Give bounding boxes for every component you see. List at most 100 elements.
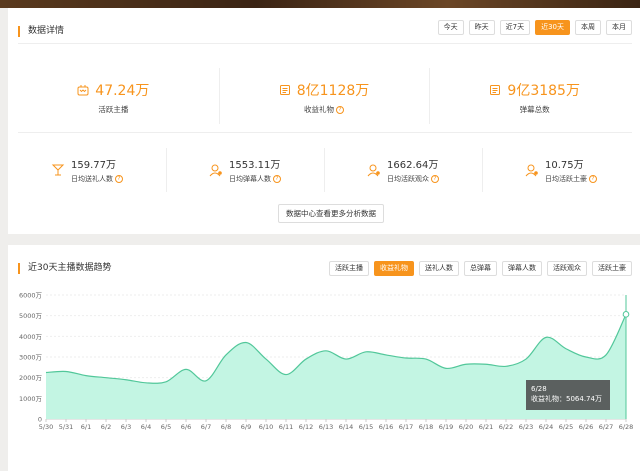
anchor-icon	[77, 85, 89, 96]
divider	[18, 132, 632, 133]
stat-label: 日均弹幕人数?	[229, 174, 281, 184]
stat-value: 9亿3185万	[507, 83, 580, 99]
x-tick-label: 6/15	[359, 423, 374, 431]
stat-label: 日均送礼人数?	[71, 174, 123, 184]
x-tick-label: 6/16	[379, 423, 394, 431]
help-icon[interactable]: ?	[336, 106, 344, 114]
stat-value: 8亿1128万	[296, 83, 370, 99]
series-area	[46, 314, 626, 419]
stat-gift-income: 8亿1128万 收益礼物?	[218, 68, 430, 132]
x-tick-label: 6/17	[399, 423, 414, 431]
x-tick-label: 6/28	[619, 423, 634, 431]
tab-gifters[interactable]: 送礼人数	[419, 261, 459, 276]
section-title-details: 数据详情	[18, 26, 64, 37]
x-tick-label: 5/30	[39, 423, 54, 431]
tab-active-viewers[interactable]: 活跃观众	[547, 261, 587, 276]
stat-label: 日均活跃土豪?	[545, 174, 597, 184]
user-barrage-icon	[209, 164, 222, 177]
stat-value: 10.75万	[545, 160, 584, 171]
tab-active-rich[interactable]: 活跃土豪	[592, 261, 632, 276]
stat-value: 1553.11万	[229, 160, 281, 171]
stat-label: 收益礼物?	[219, 104, 430, 115]
stat-label: 日均活跃观众?	[387, 174, 439, 184]
x-tick-label: 6/20	[459, 423, 474, 431]
y-tick-label: 0	[38, 416, 42, 424]
section-title-trend: 近30天主播数据趋势	[18, 263, 111, 274]
tab-this-month[interactable]: 本月	[606, 20, 632, 35]
x-tick-label: 6/10	[259, 423, 274, 431]
stat-label: 活跃主播	[98, 105, 129, 114]
stat-label-text: 日均送礼人数	[71, 175, 113, 183]
x-tick-label: 6/25	[559, 423, 574, 431]
help-icon[interactable]: ?	[115, 175, 123, 183]
tab-total-barrage[interactable]: 总弹幕	[464, 261, 497, 276]
x-tick-label: 6/22	[499, 423, 514, 431]
x-tick-label: 6/4	[141, 423, 151, 431]
data-point	[622, 311, 630, 318]
tab-barragers[interactable]: 弹幕人数	[502, 261, 542, 276]
stat-value: 47.24万	[95, 83, 150, 99]
stat-value: 159.77万	[71, 160, 116, 171]
x-tick-label: 6/24	[539, 423, 554, 431]
tab-today[interactable]: 今天	[437, 20, 464, 35]
stat-label: 弹幕总数	[519, 105, 550, 114]
y-tick-label: 5000万	[19, 312, 43, 320]
x-tick-label: 6/8	[221, 423, 231, 431]
small-stats-row: 159.77万 日均送礼人数? 1553.11万 日均弹幕人数? 1662.64…	[8, 148, 640, 192]
y-tick-label: 1000万	[19, 395, 43, 403]
help-icon[interactable]: ?	[589, 175, 597, 183]
x-tick-label: 6/6	[181, 423, 191, 431]
x-tick-label: 6/9	[241, 423, 251, 431]
x-tick-label: 6/11	[279, 423, 294, 431]
y-tick-label: 2000万	[19, 374, 43, 382]
divider	[18, 43, 632, 44]
user-active-icon	[367, 164, 380, 177]
x-tick-label: 6/2	[101, 423, 111, 431]
x-tick-label: 6/19	[439, 423, 454, 431]
stat-label-text: 日均活跃观众	[387, 175, 429, 183]
stat-label-text: 日均活跃土豪	[545, 175, 587, 183]
tab-30days[interactable]: 近30天	[535, 20, 570, 35]
tooltip-value: 收益礼物：5064.74万	[531, 395, 602, 403]
tab-this-week[interactable]: 本周	[575, 20, 601, 35]
stat-daily-barragers: 1553.11万 日均弹幕人数?	[166, 148, 324, 192]
stat-daily-active-viewers: 1662.64万 日均活跃观众?	[324, 148, 482, 192]
tab-7days[interactable]: 近7天	[499, 20, 531, 35]
stat-daily-gifters: 159.77万 日均送礼人数?	[8, 148, 166, 192]
gift-ledger-icon	[279, 85, 290, 95]
x-tick-label: 6/1	[81, 423, 91, 431]
big-stats-row: 47.24万 活跃主播 8亿1128万 收益礼物? 9亿3185万	[8, 68, 640, 132]
barrage-ledger-icon	[490, 85, 501, 95]
y-tick-label: 6000万	[19, 292, 43, 300]
x-tick-label: 6/5	[161, 423, 171, 431]
user-rich-icon	[525, 164, 538, 177]
metric-tabs: 活跃主播 收益礼物 送礼人数 总弹幕 弹幕人数 活跃观众 活跃土豪	[329, 261, 632, 276]
y-tick-label: 3000万	[19, 354, 43, 362]
x-tick-label: 6/3	[121, 423, 131, 431]
help-icon[interactable]: ?	[273, 175, 281, 183]
top-decor-strip	[0, 0, 640, 8]
help-icon[interactable]: ?	[431, 175, 439, 183]
stat-label-text: 收益礼物	[304, 105, 334, 114]
stat-barrage-total: 9亿3185万 弹幕总数	[429, 68, 640, 132]
tab-gift-income[interactable]: 收益礼物	[374, 261, 414, 276]
x-tick-label: 5/31	[59, 423, 74, 431]
stat-value: 1662.64万	[387, 160, 439, 171]
tooltip-date: 6/28	[531, 385, 547, 393]
stat-active-anchors: 47.24万 活跃主播	[8, 68, 219, 132]
series-line	[45, 314, 627, 384]
data-center-button[interactable]: 数据中心查看更多分析数据	[278, 204, 384, 223]
x-tick-label: 6/21	[479, 423, 494, 431]
x-tick-label: 6/13	[319, 423, 334, 431]
stat-label-text: 日均弹幕人数	[229, 175, 271, 183]
x-tick-label: 6/26	[579, 423, 594, 431]
stat-daily-active-rich: 10.75万 日均活跃土豪?	[482, 148, 640, 192]
x-tick-label: 6/18	[419, 423, 434, 431]
x-tick-label: 6/12	[299, 423, 314, 431]
chart-tooltip: 6/28 收益礼物：5064.74万	[526, 380, 610, 410]
x-tick-label: 6/14	[339, 423, 354, 431]
tab-active-anchors[interactable]: 活跃主播	[329, 261, 369, 276]
tab-yesterday[interactable]: 昨天	[468, 20, 495, 35]
cocktail-icon	[51, 164, 65, 176]
